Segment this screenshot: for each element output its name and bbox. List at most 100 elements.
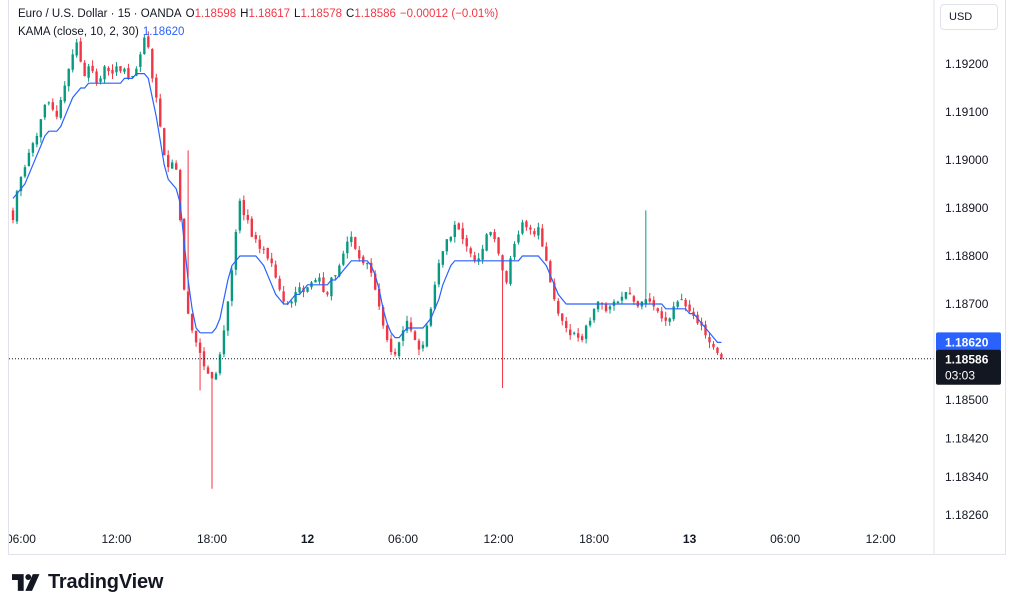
high-value: 1.18617 bbox=[248, 8, 291, 20]
price-tick-label: 1.19100 bbox=[945, 105, 989, 119]
candle-body bbox=[505, 271, 508, 283]
candle-body bbox=[453, 224, 456, 238]
candle-body bbox=[178, 170, 182, 220]
candle-body bbox=[83, 62, 86, 76]
indicator-label[interactable]: KAMA (close, 10, 2, 30) bbox=[18, 26, 139, 38]
candle-body bbox=[397, 342, 401, 356]
kama-price-label-text: 1.18620 bbox=[945, 335, 989, 349]
candle-body bbox=[131, 76, 134, 77]
candle-body bbox=[338, 265, 341, 277]
candle-body bbox=[330, 277, 333, 297]
candle-body bbox=[218, 354, 222, 374]
candle-body bbox=[226, 301, 230, 331]
candle-body bbox=[465, 238, 468, 247]
candle-body bbox=[230, 270, 234, 301]
candle-body bbox=[425, 325, 429, 347]
candle-body bbox=[509, 258, 512, 284]
tradingview-brand[interactable]: TradingView bbox=[12, 571, 163, 594]
candle-body bbox=[648, 298, 651, 302]
close-value: 1.18586 bbox=[354, 8, 396, 20]
candle-body bbox=[445, 239, 449, 252]
price-tick-label: 1.18800 bbox=[945, 249, 989, 263]
brand-name: TradingView bbox=[48, 571, 164, 593]
candle-body bbox=[437, 263, 441, 285]
indicator-row[interactable]: KAMA (close, 10, 2, 30) 1.18620 bbox=[18, 23, 498, 41]
candle-body bbox=[481, 248, 484, 260]
candle-body bbox=[580, 336, 584, 340]
chart-legend: Euro / U.S. Dollar · 15 · OANDA O1.18598… bbox=[18, 5, 498, 41]
candle-body bbox=[569, 329, 572, 336]
candle-body bbox=[572, 332, 576, 334]
candle-body bbox=[557, 301, 560, 314]
candle-body bbox=[354, 237, 357, 249]
candle-body bbox=[294, 292, 297, 303]
candle-body bbox=[182, 218, 186, 290]
open-label: O bbox=[185, 8, 195, 20]
candle-body bbox=[210, 372, 214, 379]
candle-body bbox=[67, 68, 70, 87]
candle-body bbox=[660, 311, 663, 319]
symbol-title[interactable]: Euro / U.S. Dollar · 15 · OANDA bbox=[18, 8, 182, 20]
candle-body bbox=[262, 248, 265, 250]
candle-body bbox=[250, 218, 253, 237]
candle-body bbox=[342, 253, 345, 265]
candle-body bbox=[553, 282, 556, 300]
candle-body bbox=[190, 313, 194, 331]
candle-body bbox=[604, 303, 608, 312]
currency-button[interactable]: USD bbox=[940, 4, 998, 30]
candle-body bbox=[620, 296, 624, 301]
candle-body bbox=[362, 256, 365, 264]
candle-body bbox=[433, 284, 437, 309]
candle-body bbox=[151, 49, 154, 79]
candle-body bbox=[51, 102, 54, 110]
candle-body bbox=[63, 85, 66, 102]
candle-body bbox=[306, 287, 309, 292]
candle-body bbox=[461, 228, 464, 240]
candle-body bbox=[127, 68, 130, 79]
candle-body bbox=[298, 287, 301, 293]
candle-body bbox=[143, 37, 146, 55]
chart-frame: 1.19200 1.19100 1.19000 1.18900 1.18800 1.187… bbox=[8, 0, 1006, 555]
candle-body bbox=[513, 244, 516, 258]
candle-body bbox=[473, 255, 476, 261]
candle-body bbox=[676, 301, 679, 307]
candle-body bbox=[274, 264, 277, 278]
time-tick-label: 18:00 bbox=[579, 532, 609, 546]
candle-body bbox=[115, 66, 118, 73]
candle-body bbox=[684, 299, 687, 307]
kama-line bbox=[12, 72, 722, 343]
candle-body bbox=[373, 273, 377, 290]
candle-body bbox=[31, 143, 35, 153]
candle-body bbox=[704, 324, 707, 336]
candle-body bbox=[533, 231, 536, 235]
candle-body bbox=[644, 299, 648, 304]
candle-body bbox=[716, 347, 719, 353]
candle-body bbox=[541, 228, 544, 247]
time-tick-label: 06:00 bbox=[770, 532, 800, 546]
price-tick-label: 1.18500 bbox=[945, 393, 989, 407]
price-tick-label: 1.19000 bbox=[945, 153, 989, 167]
time-tick-label: 13 bbox=[683, 532, 697, 546]
price-tick-label: 1.19200 bbox=[945, 57, 989, 71]
candle-body bbox=[592, 308, 596, 321]
candle-body bbox=[163, 128, 166, 156]
candle-body bbox=[174, 163, 178, 170]
chart-canvas[interactable]: 1.19200 1.19100 1.19000 1.18900 1.18800 1.187… bbox=[9, 0, 1007, 555]
candle-body bbox=[71, 54, 74, 70]
candle-body bbox=[517, 234, 520, 243]
candle-body bbox=[15, 191, 19, 222]
candle-body bbox=[652, 300, 655, 307]
candle-body bbox=[624, 292, 628, 299]
close-label: C bbox=[346, 8, 355, 20]
candle-body bbox=[95, 71, 98, 84]
candle-body bbox=[405, 320, 409, 331]
candle-body bbox=[123, 68, 126, 72]
candle-body bbox=[549, 261, 552, 283]
candle-body bbox=[214, 373, 218, 380]
price-axis: 1.19200 1.19100 1.19000 1.18900 1.18800 1.187… bbox=[945, 57, 989, 522]
high-label: H bbox=[240, 8, 249, 20]
candle-body bbox=[600, 302, 604, 304]
time-tick-label: 12:00 bbox=[866, 532, 896, 546]
indicator-value: 1.18620 bbox=[142, 26, 185, 38]
candle-body bbox=[584, 325, 588, 339]
